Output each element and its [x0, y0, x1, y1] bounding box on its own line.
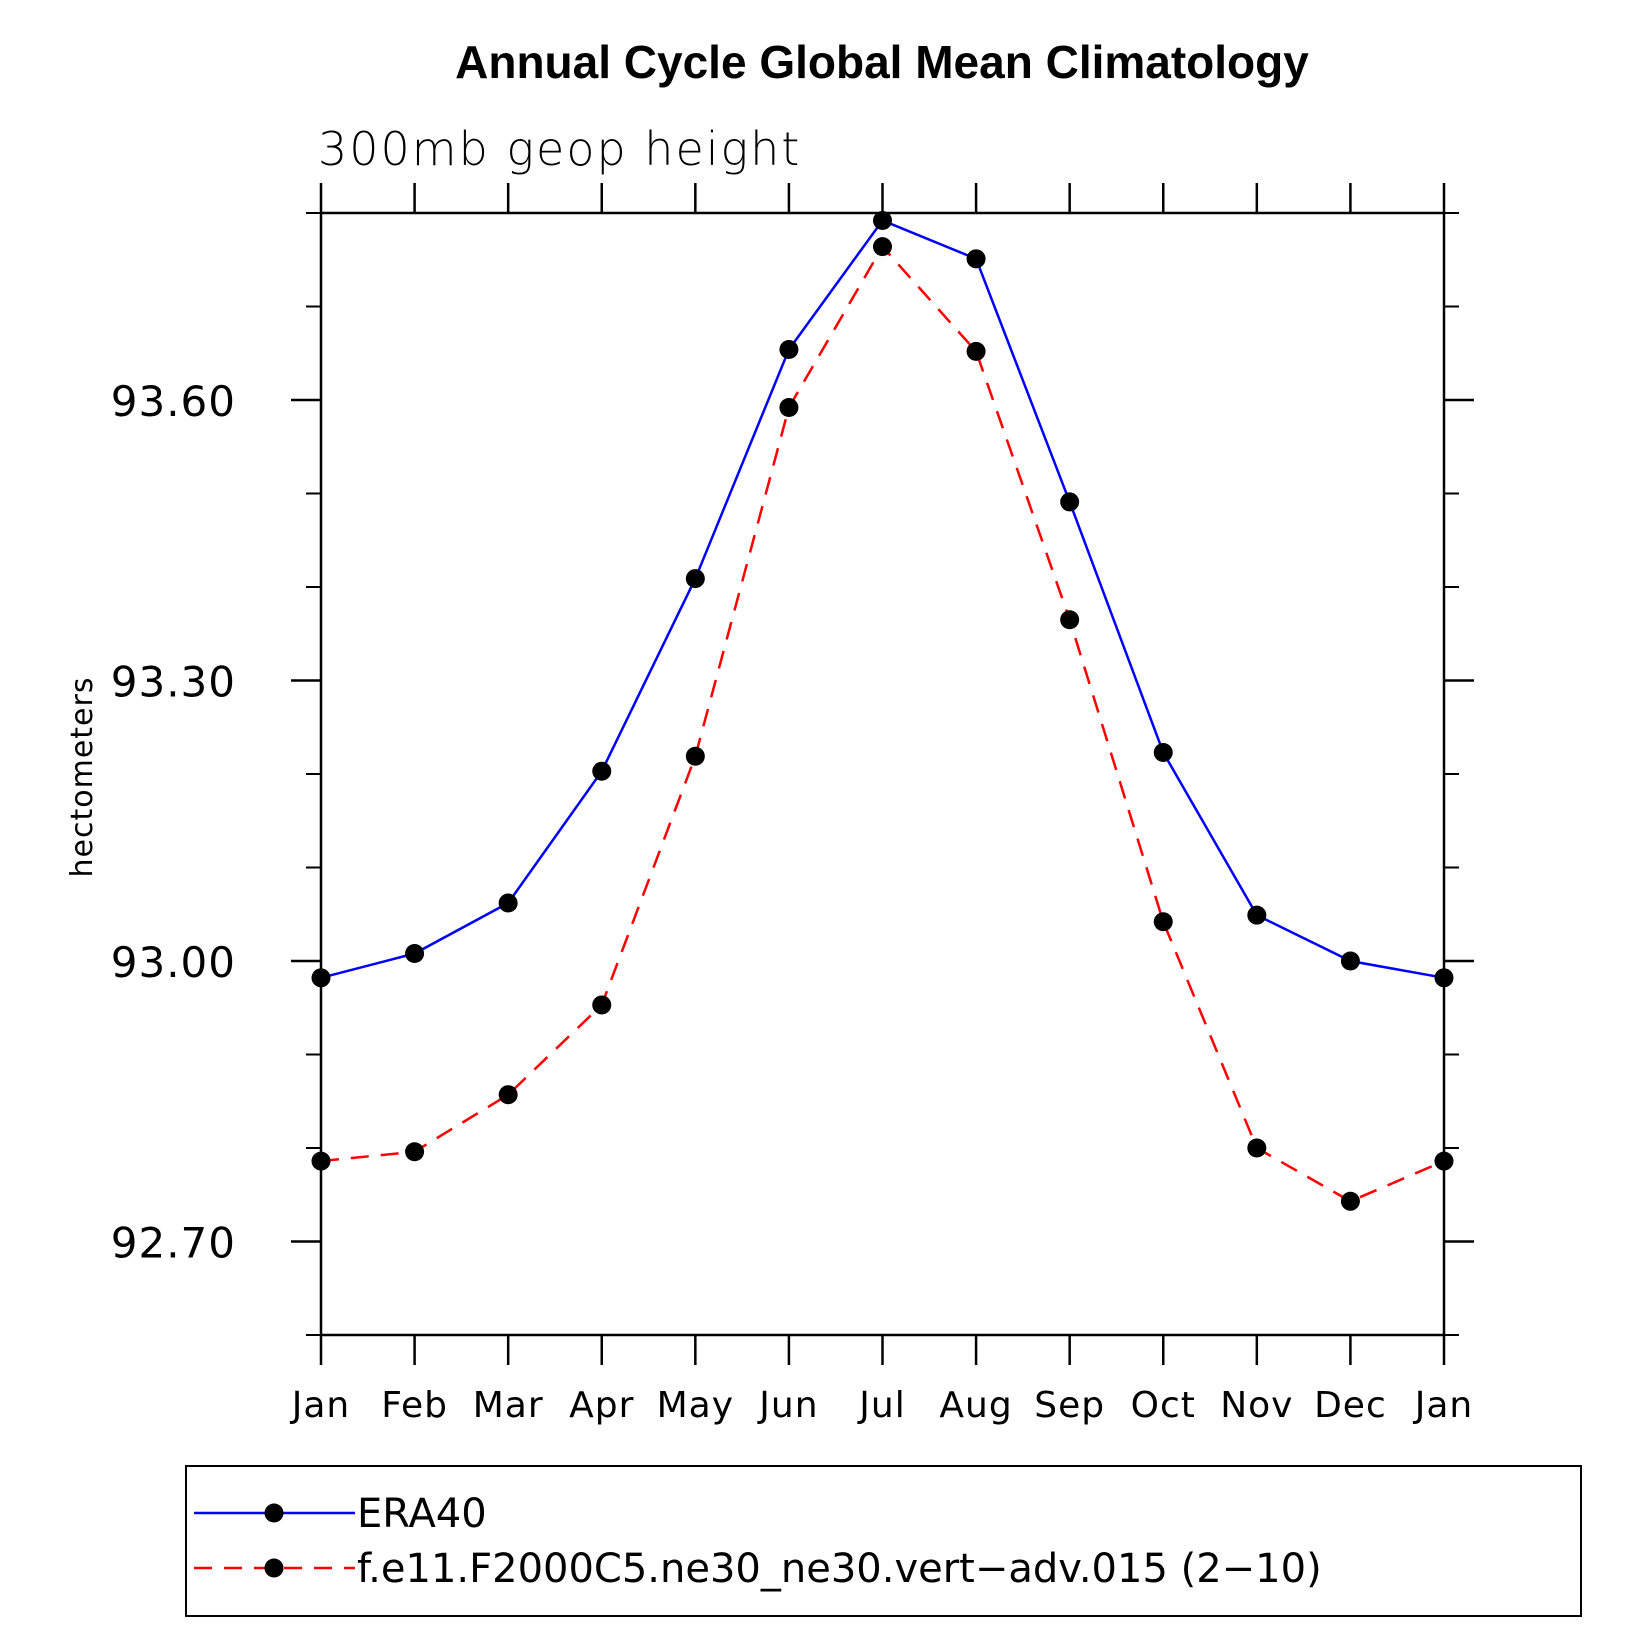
y-tick-label: 93.30: [111, 658, 236, 707]
x-tick-label: Aug: [939, 1385, 1012, 1426]
series-1-point: [592, 761, 612, 781]
series-1-point: [1434, 968, 1454, 988]
series-2-point: [311, 1151, 331, 1171]
legend-label-1: ERA40: [357, 1491, 487, 1537]
series-2-point: [779, 397, 799, 417]
x-tick-label: Oct: [1131, 1385, 1196, 1426]
series-2-point: [873, 237, 892, 257]
series-2-point: [1060, 610, 1080, 630]
legend-label-2: f.e11.F2000C5.ne30_ne30.vert−adv.015 (2−…: [357, 1546, 1322, 1592]
series-1-point: [966, 249, 986, 269]
series-2-point: [1434, 1151, 1454, 1171]
series-1-point: [779, 340, 799, 360]
series-2-point: [592, 995, 612, 1015]
series-1-point: [873, 210, 892, 230]
x-tick-label: May: [657, 1385, 734, 1426]
series-2-point: [498, 1085, 518, 1105]
y-axis-label: hectometers: [65, 677, 100, 878]
y-tick-label: 92.70: [111, 1219, 236, 1268]
series-1-point: [405, 944, 425, 964]
legend-box: [185, 1465, 1582, 1617]
series-2-point: [405, 1142, 425, 1162]
x-tick-label: Sep: [1034, 1385, 1105, 1426]
axis-ticks: [291, 183, 1474, 1365]
x-tick-label: Apr: [569, 1385, 634, 1426]
series-1-point: [685, 569, 705, 589]
series-1-point: [498, 893, 518, 913]
chart-title: Annual Cycle Global Mean Climatology: [455, 36, 1309, 88]
x-tick-label: Jul: [857, 1385, 905, 1426]
series-2-point: [1340, 1191, 1360, 1211]
x-tick-label: Jan: [1413, 1385, 1474, 1426]
series-1-point: [311, 968, 331, 988]
x-tick-label: Nov: [1220, 1385, 1293, 1426]
series-1-point: [1247, 905, 1267, 925]
x-tick-label: Dec: [1314, 1385, 1387, 1426]
x-tick-label: Jun: [757, 1385, 818, 1426]
x-tick-label: Jan: [290, 1385, 351, 1426]
axis-tick-labels: Jan Feb Mar Apr May Jun Jul Aug Sep Oct Nov Dec Jan 9…: [111, 377, 1474, 1426]
series-line-2: [320, 244, 1445, 1203]
x-tick-label: Mar: [473, 1385, 544, 1426]
legend-marker-1: [264, 1503, 284, 1523]
series-1-point: [1153, 742, 1173, 762]
series-2-point: [1247, 1138, 1267, 1158]
series-1-point: [1060, 492, 1080, 512]
chart-subtitle: 300mb geop height: [318, 122, 801, 176]
y-tick-label: 93.00: [111, 938, 236, 987]
legend: ERA40 f.e11.F2000C5.ne30_ne30.vert−adv.01…: [185, 1465, 1582, 1617]
series-2-point: [1153, 912, 1173, 932]
series-2-point: [685, 746, 705, 766]
plot-frame: [319, 211, 1446, 1337]
series-1-point: [1340, 951, 1360, 971]
series-2-point: [966, 341, 986, 361]
x-tick-label: Feb: [381, 1385, 448, 1426]
series-layer: [311, 210, 1454, 1211]
y-tick-label: 93.60: [111, 377, 236, 426]
series-line-1: [320, 218, 1445, 980]
legend-marker-2: [264, 1558, 284, 1578]
